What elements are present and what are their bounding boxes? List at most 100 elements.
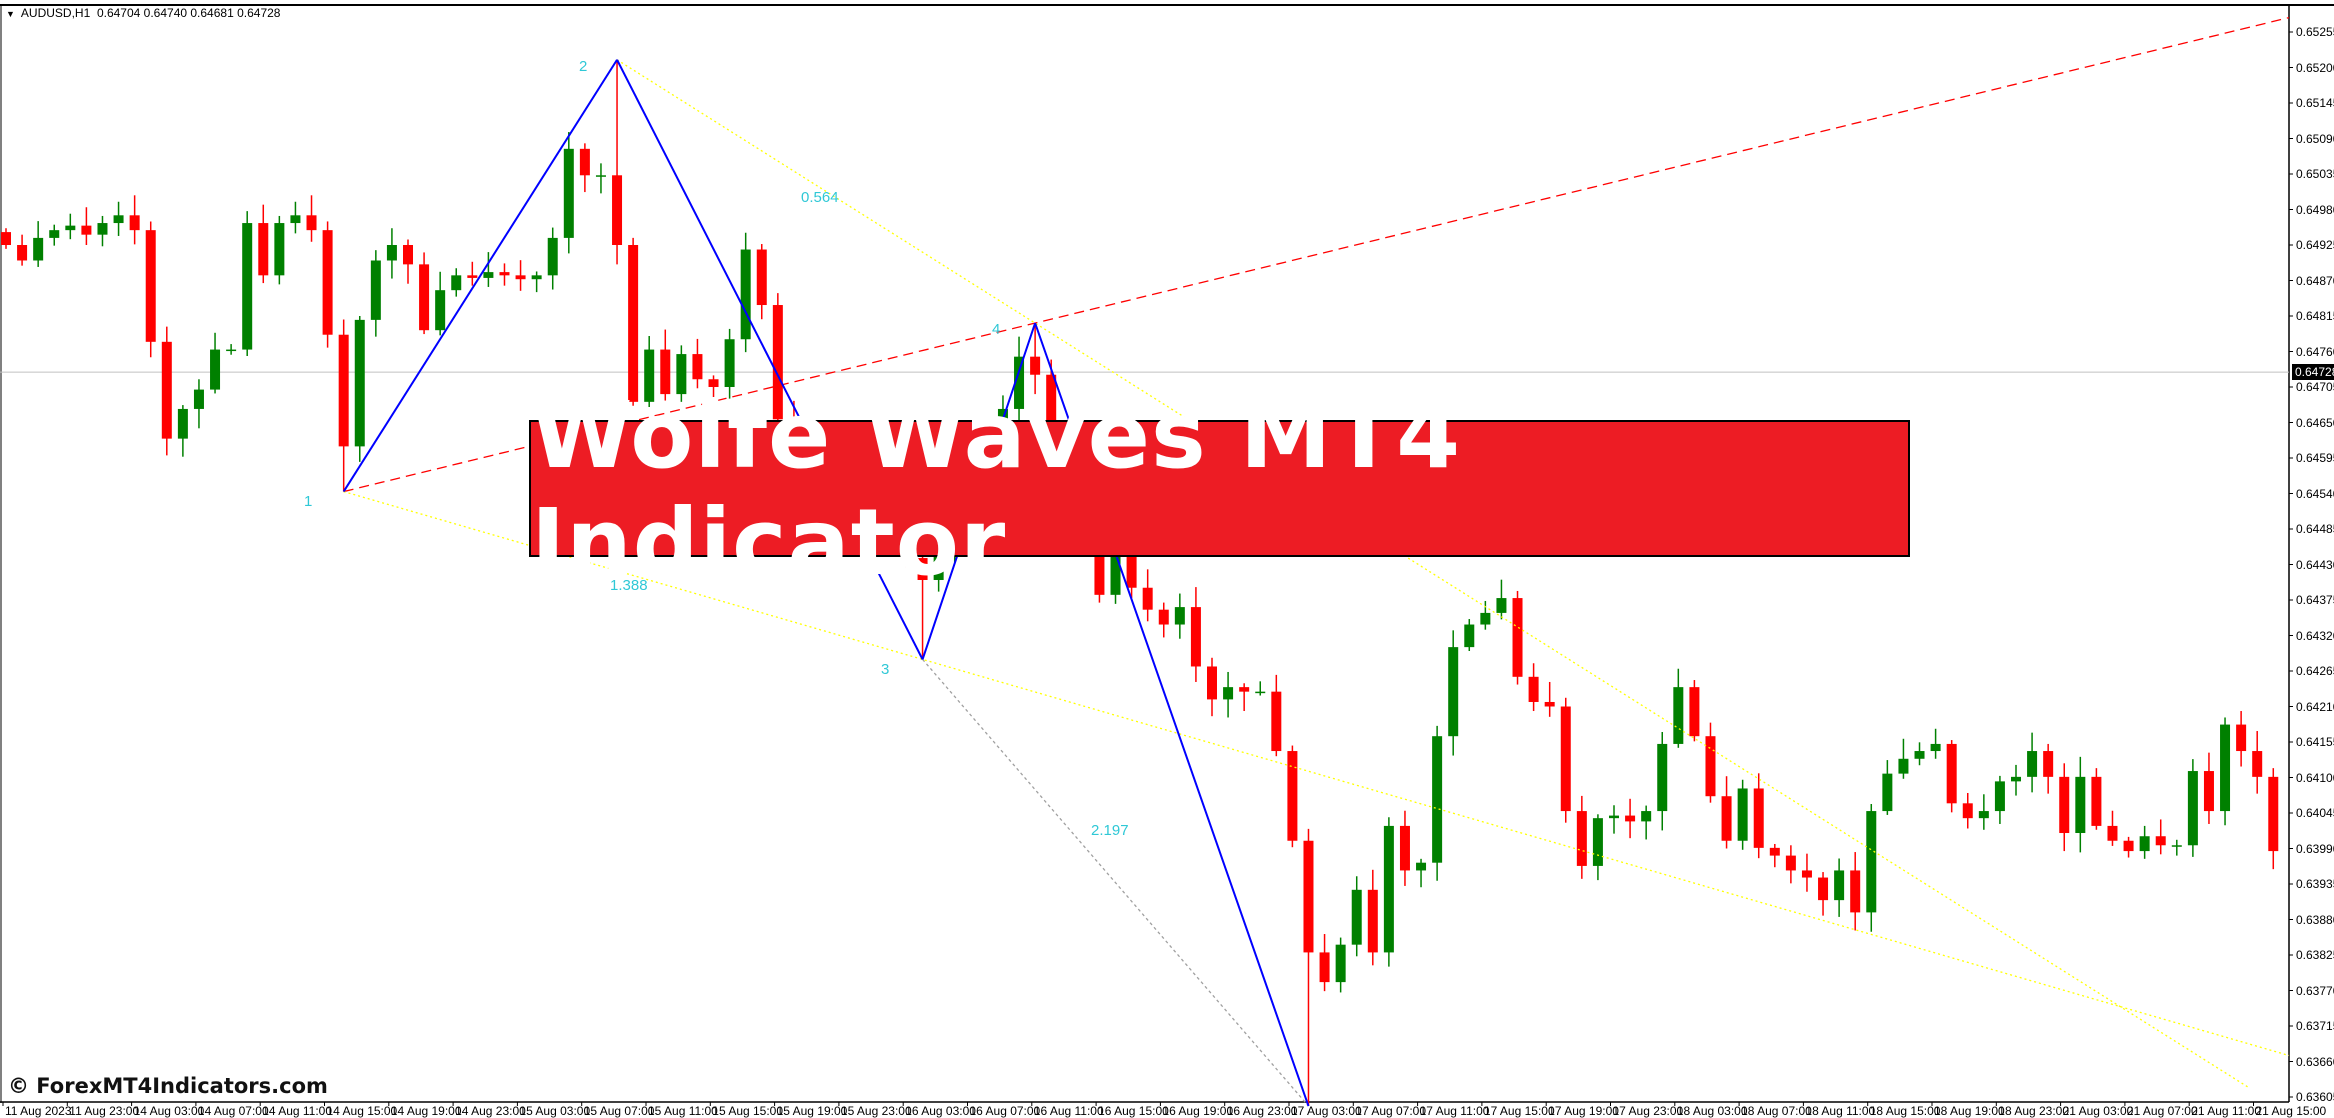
ratio-label-2: 1.388 (610, 577, 648, 594)
candle (177, 405, 188, 457)
candle (1351, 876, 1362, 957)
candle-body (1866, 811, 1877, 913)
dropdown-triangle-icon[interactable]: ▼ (6, 9, 15, 19)
candle (1271, 674, 1282, 757)
candle-body (1174, 607, 1185, 625)
candle (2043, 743, 2054, 794)
candle-body (1785, 855, 1796, 871)
time-tick-label: 15 Aug 07:00 (583, 1104, 655, 1118)
candle-body (1930, 743, 1941, 752)
candle-body (1673, 687, 1684, 744)
candle (2075, 756, 2086, 853)
candle-body (1609, 815, 1619, 819)
time-tick-label: 15 Aug 23:00 (840, 1104, 912, 1118)
candle-body (1046, 374, 1057, 424)
candle (1818, 872, 1829, 916)
candle-body (644, 349, 655, 402)
candle (547, 227, 558, 290)
candle-body (1512, 598, 1523, 677)
candle-body (2027, 751, 2038, 777)
candle (1367, 869, 1378, 966)
candle (2252, 731, 2263, 794)
candle-body (177, 408, 188, 439)
candle-body (1962, 803, 1973, 819)
time-tick-label: 15 Aug 19:00 (776, 1104, 848, 1118)
candle (1625, 798, 1636, 839)
candle-body (435, 290, 446, 331)
time-tick-label: 21 Aug 11:00 (2191, 1104, 2262, 1118)
candle-body (1898, 758, 1909, 774)
candle-body (1689, 687, 1700, 737)
candle (210, 332, 221, 394)
channel-line-2-4 (616, 59, 2251, 1089)
candle (2091, 768, 2102, 830)
candle (386, 228, 397, 279)
candle-body (1641, 811, 1652, 822)
candle-body (97, 223, 108, 235)
candle (1609, 805, 1619, 834)
candle-body (2091, 776, 2102, 826)
candle (1882, 760, 1893, 815)
candle (2268, 768, 2279, 870)
candle (579, 143, 590, 193)
wave-segment (616, 59, 924, 660)
candle (33, 221, 44, 267)
candle-body (2155, 836, 2166, 846)
candle (467, 261, 478, 286)
candle-body (2107, 825, 2118, 841)
candle (1383, 817, 1394, 967)
candle (1898, 738, 1909, 779)
candle-body (1496, 598, 1507, 613)
time-tick-label: 17 Aug 11:00 (1419, 1104, 1490, 1118)
candle (1769, 843, 1780, 868)
time-tick-label: 16 Aug 15:00 (1098, 1104, 1169, 1118)
candle (531, 271, 542, 293)
candle-body (1769, 847, 1780, 856)
candle-body (1544, 701, 1555, 707)
candle-body (2171, 845, 2182, 847)
candle (917, 541, 928, 660)
symbol-timeframe: AUDUSD,H1 (20, 6, 91, 20)
candle-body (1994, 781, 2005, 812)
candle-body (419, 264, 430, 331)
candle-body (193, 389, 204, 409)
price-tick-label: 0.64705 (2296, 380, 2334, 394)
wave-label-2: 2 (579, 58, 588, 75)
candle-body (612, 175, 623, 245)
candle (193, 379, 204, 429)
candle (1560, 697, 1571, 823)
candle (772, 293, 783, 435)
candle (145, 221, 156, 358)
candle-body (917, 558, 928, 580)
candle (1962, 792, 1973, 829)
candle (2059, 763, 2070, 852)
candle (1014, 336, 1025, 428)
candle-body (2203, 771, 2214, 812)
candle (1416, 858, 1427, 888)
candle (1994, 775, 2005, 824)
candle-body (17, 245, 28, 261)
candle-body (1271, 691, 1282, 752)
candle (161, 326, 172, 456)
time-tick-label: 15 Aug 15:00 (712, 1104, 784, 1118)
time-tick-label: 18 Aug 11:00 (1805, 1104, 1876, 1118)
candle-body (483, 272, 494, 278)
candle (306, 195, 317, 242)
candle-body (2236, 724, 2247, 752)
candle (1255, 681, 1266, 696)
candle (1801, 853, 1812, 892)
candle (628, 237, 639, 406)
price-tick-label: 0.64485 (2296, 522, 2334, 536)
candle (563, 132, 574, 254)
candle (1705, 722, 1716, 803)
price-tick-label: 0.65255 (2296, 25, 2334, 39)
candle-body (290, 215, 301, 224)
time-tick-label: 16 Aug 07:00 (969, 1104, 1041, 1118)
candle (1207, 657, 1217, 717)
candle-body (1367, 889, 1378, 953)
candle (724, 328, 735, 399)
